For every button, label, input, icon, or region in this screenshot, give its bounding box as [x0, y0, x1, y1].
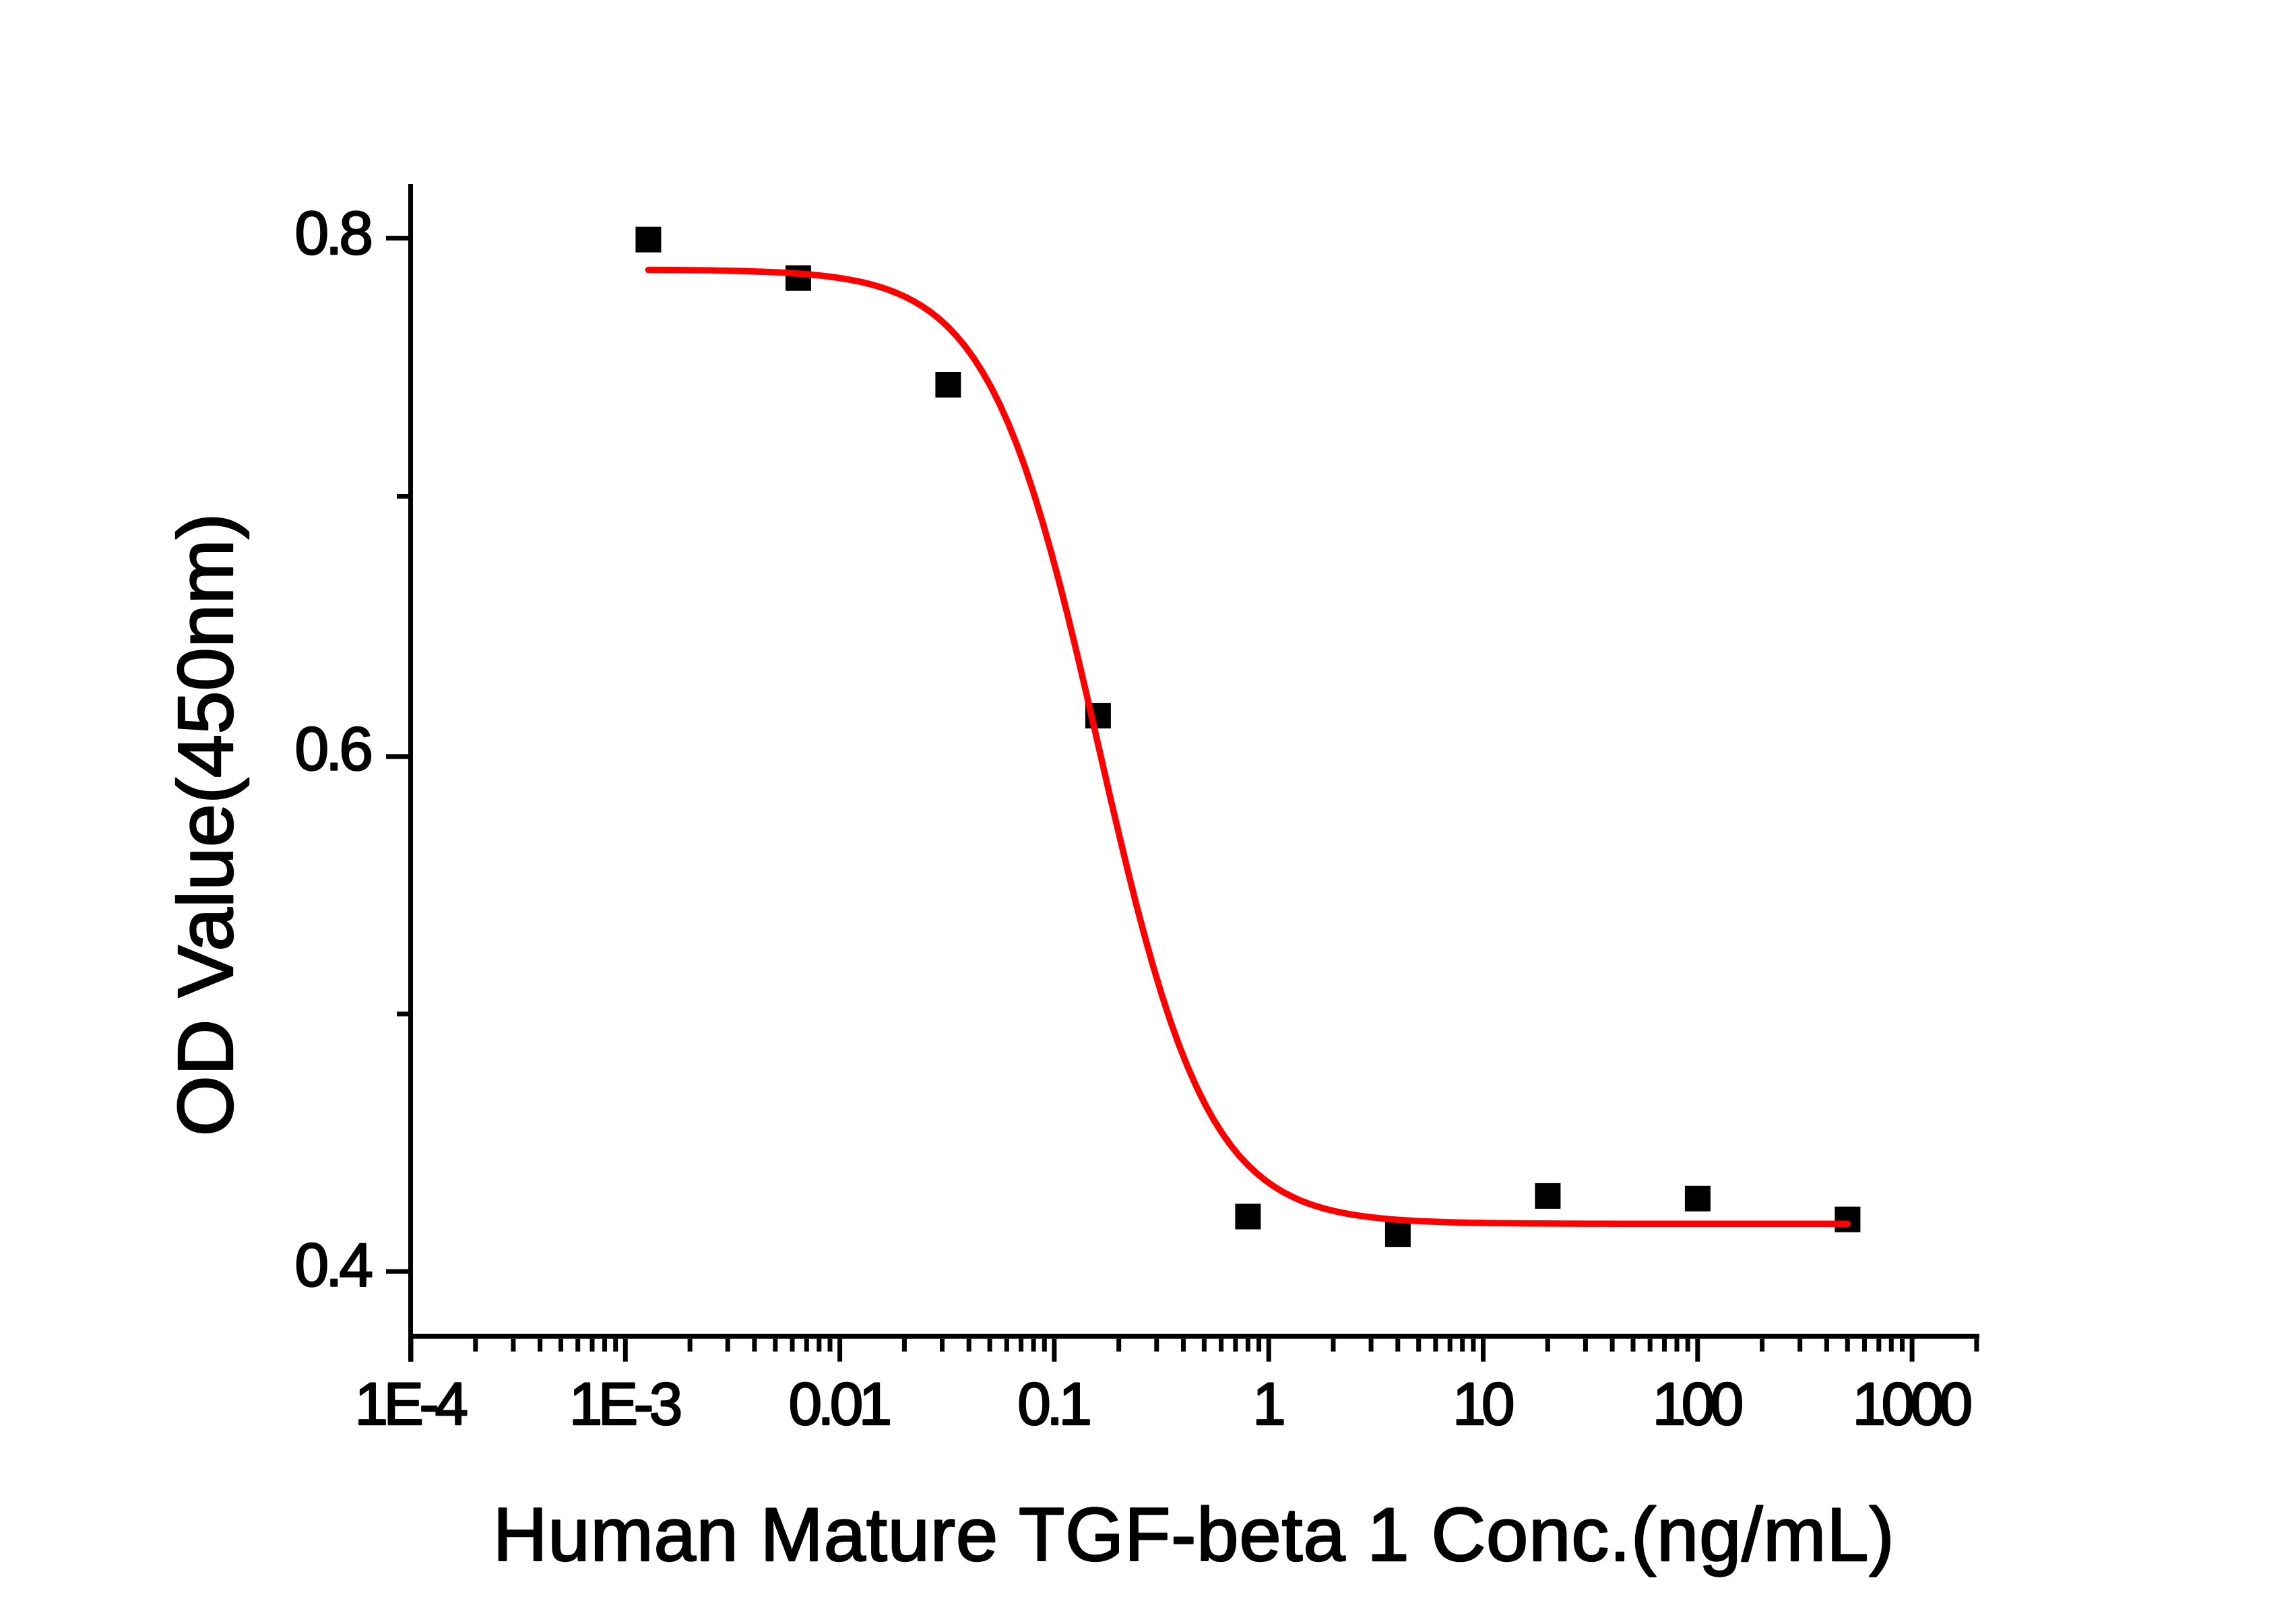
- svg-text:1000: 1000: [1853, 1370, 1971, 1437]
- svg-text:0.4: 0.4: [294, 1232, 371, 1300]
- svg-text:1: 1: [1252, 1370, 1283, 1437]
- svg-text:0.1: 0.1: [1017, 1370, 1089, 1437]
- svg-text:1E-4: 1E-4: [355, 1370, 467, 1437]
- svg-text:0.01: 0.01: [788, 1370, 889, 1437]
- svg-text:100: 100: [1653, 1370, 1742, 1437]
- svg-text:OD Value(450nm): OD Value(450nm): [162, 513, 249, 1137]
- svg-text:1E-3: 1E-3: [569, 1370, 680, 1437]
- svg-text:Human Mature TGF-beta 1 Conc.(: Human Mature TGF-beta 1 Conc.(ng/mL): [493, 1492, 1895, 1577]
- svg-text:0.6: 0.6: [294, 716, 371, 784]
- svg-text:10: 10: [1453, 1370, 1513, 1437]
- svg-text:0.8: 0.8: [294, 199, 371, 268]
